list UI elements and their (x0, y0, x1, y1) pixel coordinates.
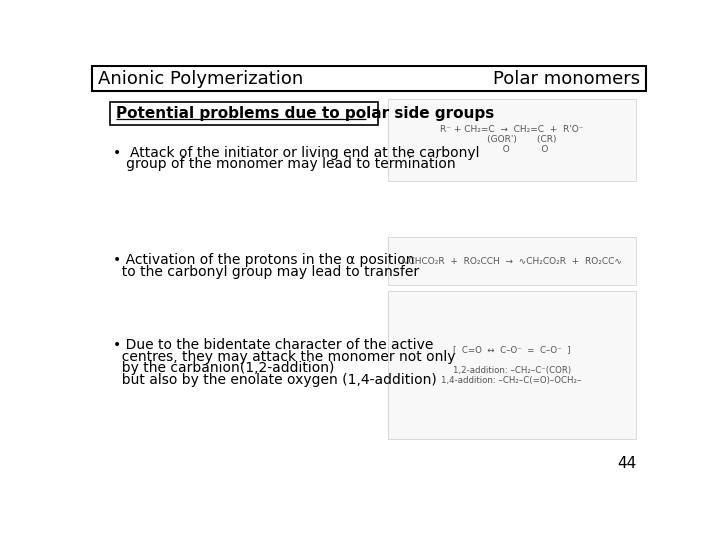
FancyBboxPatch shape (91, 66, 647, 91)
Text: Anionic Polymerization: Anionic Polymerization (98, 70, 303, 87)
Text: by the carbanion(1,2-addition): by the carbanion(1,2-addition) (113, 361, 335, 375)
Text: to the carbonyl group may lead to transfer: to the carbonyl group may lead to transf… (113, 265, 419, 279)
FancyBboxPatch shape (387, 237, 636, 285)
FancyBboxPatch shape (387, 99, 636, 181)
Text: • Due to the bidentate character of the active: • Due to the bidentate character of the … (113, 338, 433, 352)
Text: centres, they may attack the monomer not only: centres, they may attack the monomer not… (113, 350, 456, 364)
Text: [  C=O  ↔  C–O⁻  =  C–O⁻  ]

1,2-addition: –CH₂–C⁻(COR)
1,4-addition: –CH₂–C(=O): [ C=O ↔ C–O⁻ = C–O⁻ ] 1,2-addition: –CH₂… (441, 345, 582, 385)
Text: ∿CHCO₂R  +  RO₂CCH  →  ∿CH₂CO₂R  +  RO₂CC∿: ∿CHCO₂R + RO₂CCH → ∿CH₂CO₂R + RO₂CC∿ (401, 256, 622, 266)
Text: but also by the enolate oxygen (1,4-addition): but also by the enolate oxygen (1,4-addi… (113, 373, 437, 387)
FancyBboxPatch shape (110, 102, 377, 125)
Text: • Activation of the protons in the α position: • Activation of the protons in the α pos… (113, 253, 415, 267)
Text: group of the monomer may lead to termination: group of the monomer may lead to termina… (113, 157, 456, 171)
Text: •  Attack of the initiator or living end at the carbonyl: • Attack of the initiator or living end … (113, 146, 480, 160)
Text: Potential problems due to polar side groups: Potential problems due to polar side gro… (117, 106, 495, 121)
FancyBboxPatch shape (387, 291, 636, 439)
Text: Polar monomers: Polar monomers (493, 70, 640, 87)
Text: R⁻ + CH₂=C  →  CH₂=C  +  R'O⁻
       (GOR')       (CR)
          O           O: R⁻ + CH₂=C → CH₂=C + R'O⁻ (GOR') (CR) O … (440, 125, 583, 154)
Text: 44: 44 (617, 456, 636, 471)
